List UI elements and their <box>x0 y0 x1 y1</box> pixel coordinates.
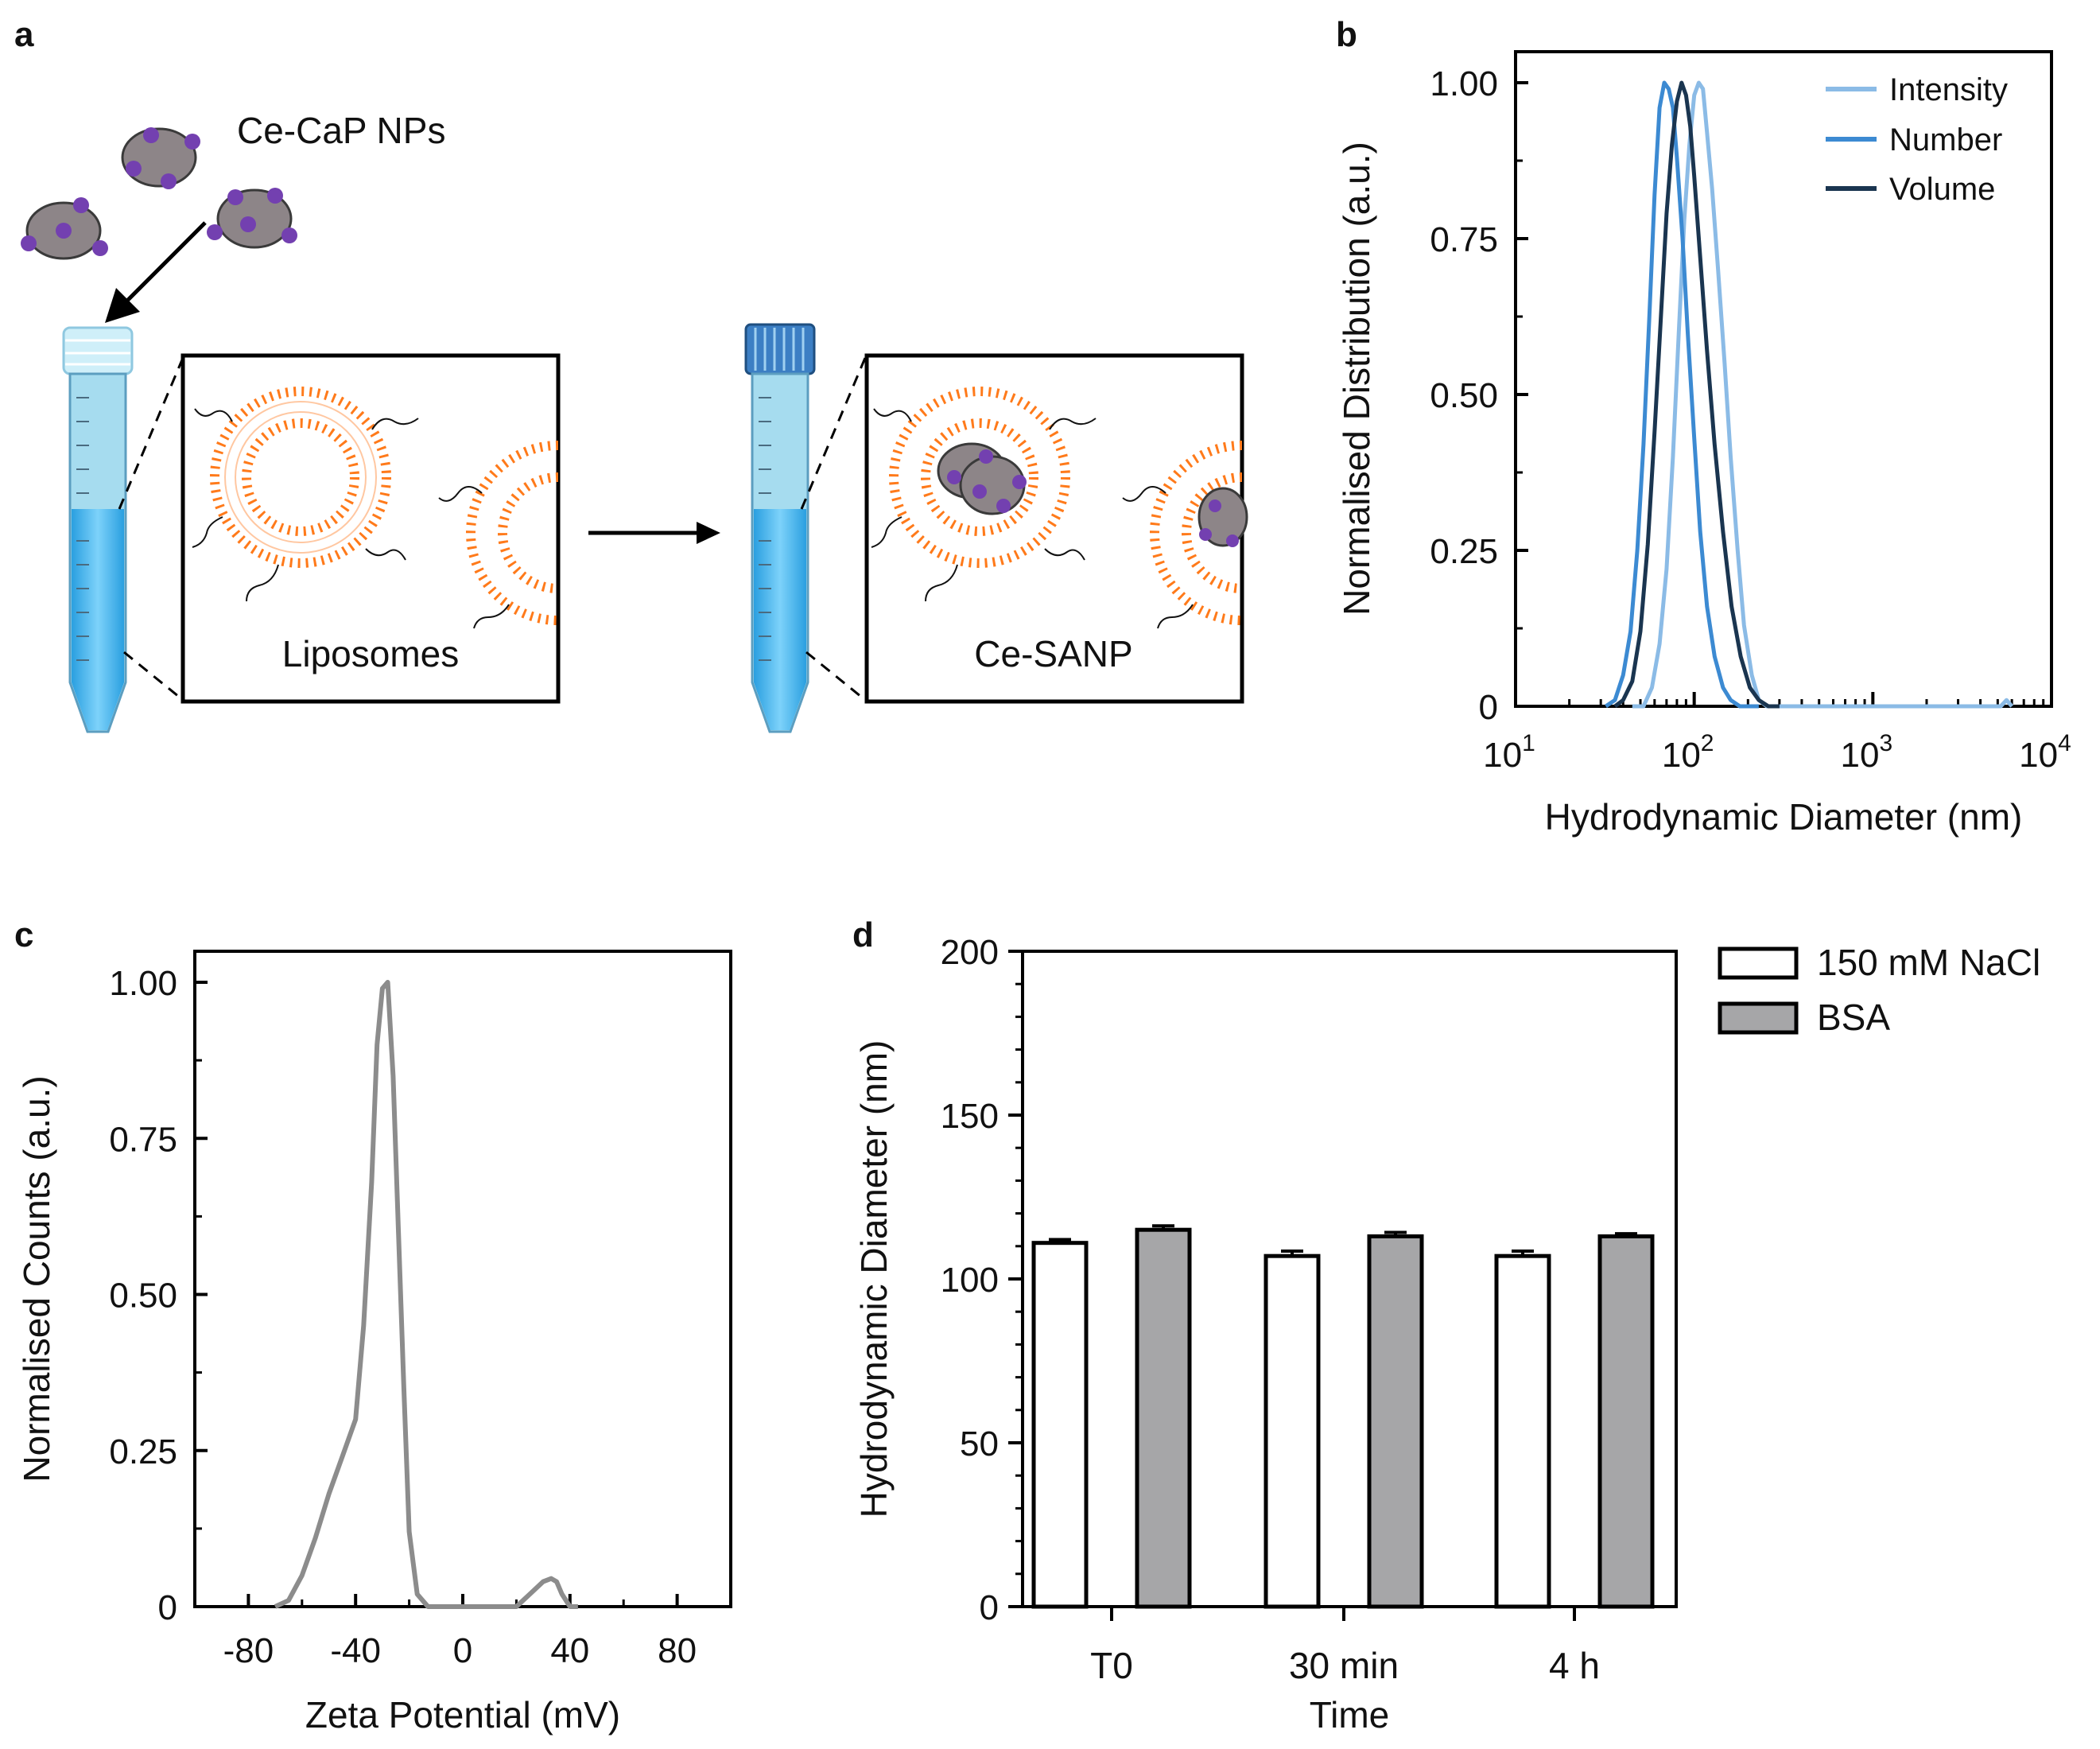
plot-c-xtick-label: -80 <box>223 1631 274 1670</box>
plot-d-frame <box>1021 950 1678 1608</box>
plot-b-ytick-label: 0.25 <box>1430 532 1498 571</box>
liposomes-box: Liposomes <box>180 353 561 704</box>
plot-c-ytick-label: 0.25 <box>109 1432 177 1471</box>
zoom-lines-2 <box>800 357 867 702</box>
plot-b-xlabel: Hydrodynamic Diameter (nm) <box>1545 796 2023 838</box>
plot-c-xtick-label: -40 <box>330 1631 381 1670</box>
stability-bar-chart: 0 50 100 150 200 T0 30 min 4 h Hydrodynamic Dia… <box>853 933 2040 1735</box>
plot-b-ylabel: Normalised Distribution (a.u.) <box>1336 142 1377 616</box>
dls-size-chart: 0 0.25 0.50 0.75 1.00 101 102 103 104 Normalised… <box>1336 50 2071 838</box>
legend-number-label: Number <box>1889 122 2002 157</box>
liposomes-label: Liposomes <box>282 633 459 674</box>
zeta-potential-chart: 0 0.25 0.50 0.75 1.00 -80 -40 0 40 80 Normalised … <box>16 950 732 1735</box>
plot-d-ylabel: Hydrodynamic Diameter (nm) <box>853 1040 895 1518</box>
ce-sanp-label: Ce-SANP <box>974 633 1132 674</box>
plot-c-frame <box>193 950 732 1608</box>
plot-b-ytick-label: 1.00 <box>1430 64 1498 103</box>
plot-d-xtick-label: 30 min <box>1289 1645 1399 1686</box>
plot-b-xtick-label: 102 <box>1662 730 1714 775</box>
plot-d-legend: 150 mM NaCl BSA <box>1718 942 2040 1038</box>
plot-b-ytick-label: 0.50 <box>1430 376 1498 415</box>
plot-b-series-number <box>1605 80 1759 709</box>
plot-c-xlabel: Zeta Potential (mV) <box>305 1694 620 1735</box>
plot-c-ytick-label: 1.00 <box>109 964 177 1003</box>
plot-b-series-volume <box>1613 80 1780 709</box>
process-arrow <box>588 522 720 544</box>
plot-b-xtick-label: 101 <box>1483 730 1535 775</box>
plot-b-legend: Intensity Number Volume <box>1826 72 2008 207</box>
legend-nacl-label: 150 mM NaCl <box>1817 942 2040 983</box>
plot-c-ylabel: Normalised Counts (a.u.) <box>16 1075 57 1482</box>
plot-d-xtick-label: T0 <box>1090 1645 1133 1686</box>
tube-2 <box>744 323 816 733</box>
plot-d-xlabel: Time <box>1310 1694 1390 1735</box>
plot-c-xtick-label: 80 <box>658 1631 697 1670</box>
legend-intensity-label: Intensity <box>1889 72 2008 107</box>
plot-c-xtick-label: 40 <box>550 1631 589 1670</box>
legend-bsa-label: BSA <box>1817 997 1890 1038</box>
plot-d-bar-nacl <box>1031 1241 1089 1609</box>
plot-d-bar-nacl <box>1494 1253 1551 1609</box>
plot-c-ytick-label: 0.50 <box>109 1277 177 1316</box>
tube-1 <box>62 326 134 733</box>
plot-c-xtick-label: 0 <box>453 1631 472 1670</box>
zoom-lines-1 <box>118 357 184 702</box>
plot-d-ytick-label: 150 <box>941 1097 999 1136</box>
np-particle-2 <box>21 197 108 260</box>
plot-d-bar-bsa <box>1597 1234 1655 1609</box>
panel-label-c: c <box>14 915 33 954</box>
plot-d-ytick-label: 0 <box>980 1588 999 1627</box>
encapsulated-np <box>937 442 1027 515</box>
panel-label-b: b <box>1336 15 1357 54</box>
arrow-to-tube <box>105 221 207 323</box>
plot-d-ytick-label: 50 <box>960 1424 999 1463</box>
plot-b-ytick-label: 0 <box>1479 688 1498 727</box>
plot-d-xtick-label: 4 h <box>1549 1645 1600 1686</box>
plot-d-bar-bsa <box>1135 1227 1192 1609</box>
plot-d-ytick-label: 200 <box>941 933 999 972</box>
panel-label-a: a <box>14 15 34 54</box>
plot-d-ytick-label: 100 <box>941 1261 999 1300</box>
schematic-panel: Ce-CaP NPs <box>21 110 1248 733</box>
plot-b-xtick-label: 104 <box>2019 730 2071 775</box>
ce-sanp-box: Ce-SANP <box>864 353 1248 704</box>
np-particle-3 <box>207 188 297 249</box>
plot-b-ytick-label: 0.75 <box>1430 220 1498 259</box>
plot-c-ytick-label: 0.75 <box>109 1120 177 1159</box>
panel-label-d: d <box>852 915 874 954</box>
legend-bsa-swatch <box>1718 1001 1799 1035</box>
plot-c-series-zeta <box>274 980 578 1609</box>
np-label: Ce-CaP NPs <box>237 110 445 151</box>
plot-b-xtick-label: 103 <box>1841 730 1893 775</box>
legend-volume-label: Volume <box>1889 172 1995 207</box>
legend-nacl-swatch <box>1718 946 1799 980</box>
np-particle-1 <box>121 127 200 189</box>
plot-d-bar-nacl <box>1263 1253 1321 1609</box>
plot-d-bar-bsa <box>1367 1234 1424 1609</box>
plot-c-ytick-label: 0 <box>158 1588 177 1627</box>
